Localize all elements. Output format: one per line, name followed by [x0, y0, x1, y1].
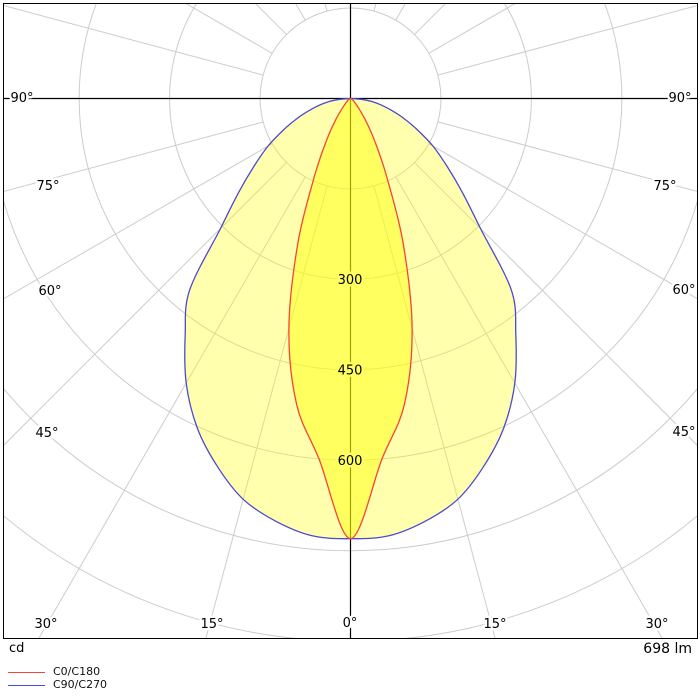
angle-label-bottom-2-0°: 0°	[343, 616, 358, 631]
angle-label-left-60°: 60°	[38, 284, 61, 299]
legend-item-c0-c180: C0/C180	[8, 666, 107, 678]
angle-label-right-75°: 75°	[653, 179, 676, 194]
legend-item-c90-c270: C90/C270	[8, 679, 107, 691]
grid-radial-line-45	[414, 162, 697, 446]
units-label: cd	[9, 641, 25, 656]
angle-label-bottom-0-30°: 30°	[34, 617, 57, 632]
luminous-flux-label: 698 lm	[643, 641, 692, 657]
angle-label-left-45°: 45°	[35, 426, 58, 441]
angle-label-left-90°: 90°	[10, 91, 33, 106]
legend-label-c90-c270: C90/C270	[53, 678, 108, 691]
angle-label-right-90°: 90°	[668, 91, 691, 106]
grid-radial-line-60	[4, 143, 273, 300]
grid-radial-line-75	[4, 121, 264, 192]
legend-label-c0-c180: C0/C180	[53, 665, 101, 678]
intensity-label-600: 600	[338, 454, 363, 469]
legend: C0/C180 C90/C270	[8, 666, 107, 692]
legend-line-blue	[8, 684, 45, 686]
angle-label-bottom-3-15°: 15°	[483, 617, 506, 632]
angle-label-left-75°: 75°	[36, 179, 59, 194]
grid-radial-line-105	[437, 5, 697, 76]
angle-label-bottom-4-30°: 30°	[645, 617, 668, 632]
grid-radial-line-30	[395, 176, 663, 638]
grid-radial-line-60	[428, 143, 697, 300]
angle-label-bottom-1-15°: 15°	[200, 617, 223, 632]
curve-c0-c180	[288, 97, 413, 540]
intensity-label-450: 450	[338, 363, 363, 378]
grid-radial-line-105	[4, 5, 264, 76]
angle-label-right-45°: 45°	[672, 425, 695, 440]
legend-line-red	[8, 671, 45, 673]
grid-radial-line-15	[373, 185, 496, 638]
angle-label-right-60°: 60°	[672, 283, 695, 298]
grid-radial-line-15	[205, 185, 328, 638]
intensity-label-300: 300	[338, 273, 363, 288]
grid-radial-line-30	[38, 176, 306, 638]
grid-radial-line-75	[437, 121, 697, 192]
grid-radial-line-45	[4, 162, 287, 446]
